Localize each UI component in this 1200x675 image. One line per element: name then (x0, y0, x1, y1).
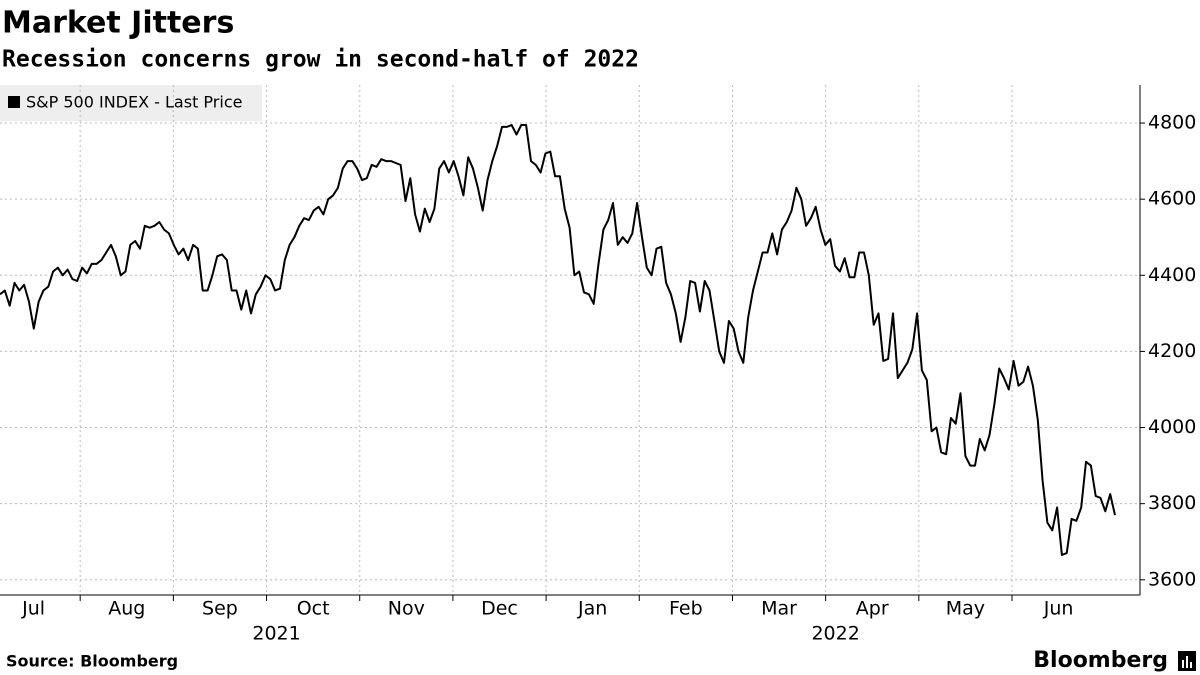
x-tick-label: Apr (856, 598, 889, 620)
brand-icon-bar (1186, 656, 1188, 668)
brand-icon-bar (1182, 660, 1184, 668)
y-tick-label: 4800 (1148, 112, 1196, 134)
x-tick-label: Oct (297, 598, 330, 620)
x-tick-label: Sep (202, 598, 238, 620)
x-tick-label: Mar (761, 598, 797, 620)
price-line (0, 124, 1116, 556)
legend-label: S&P 500 INDEX - Last Price (26, 93, 242, 112)
year-label: 2021 (252, 623, 300, 645)
x-tick-label: May (946, 598, 985, 620)
y-tick-label: 4400 (1148, 264, 1196, 286)
brand-icon-bar (1190, 662, 1192, 668)
chart-title: Market Jitters (2, 6, 234, 41)
x-tick-label: Jul (21, 598, 45, 620)
y-tick-label: 3600 (1148, 568, 1196, 590)
x-tick-label: Feb (669, 598, 703, 620)
y-tick-label: 4000 (1148, 416, 1196, 438)
x-tick-label: Jan (577, 598, 607, 620)
year-label: 2022 (811, 623, 859, 645)
y-tick-label: 4200 (1148, 340, 1196, 362)
legend-box (0, 85, 262, 121)
x-tick-label: Nov (388, 598, 425, 620)
x-tick-label: Jun (1043, 598, 1074, 620)
brand: Bloomberg (1033, 648, 1168, 673)
x-tick-label: Dec (481, 598, 518, 620)
y-tick-label: 4600 (1148, 188, 1196, 210)
source: Source: Bloomberg (6, 652, 178, 671)
y-tick-label: 3800 (1148, 492, 1196, 514)
chart-subtitle: Recession concerns grow in second-half o… (2, 47, 639, 73)
legend-swatch (8, 96, 20, 108)
x-tick-label: Aug (108, 598, 145, 620)
